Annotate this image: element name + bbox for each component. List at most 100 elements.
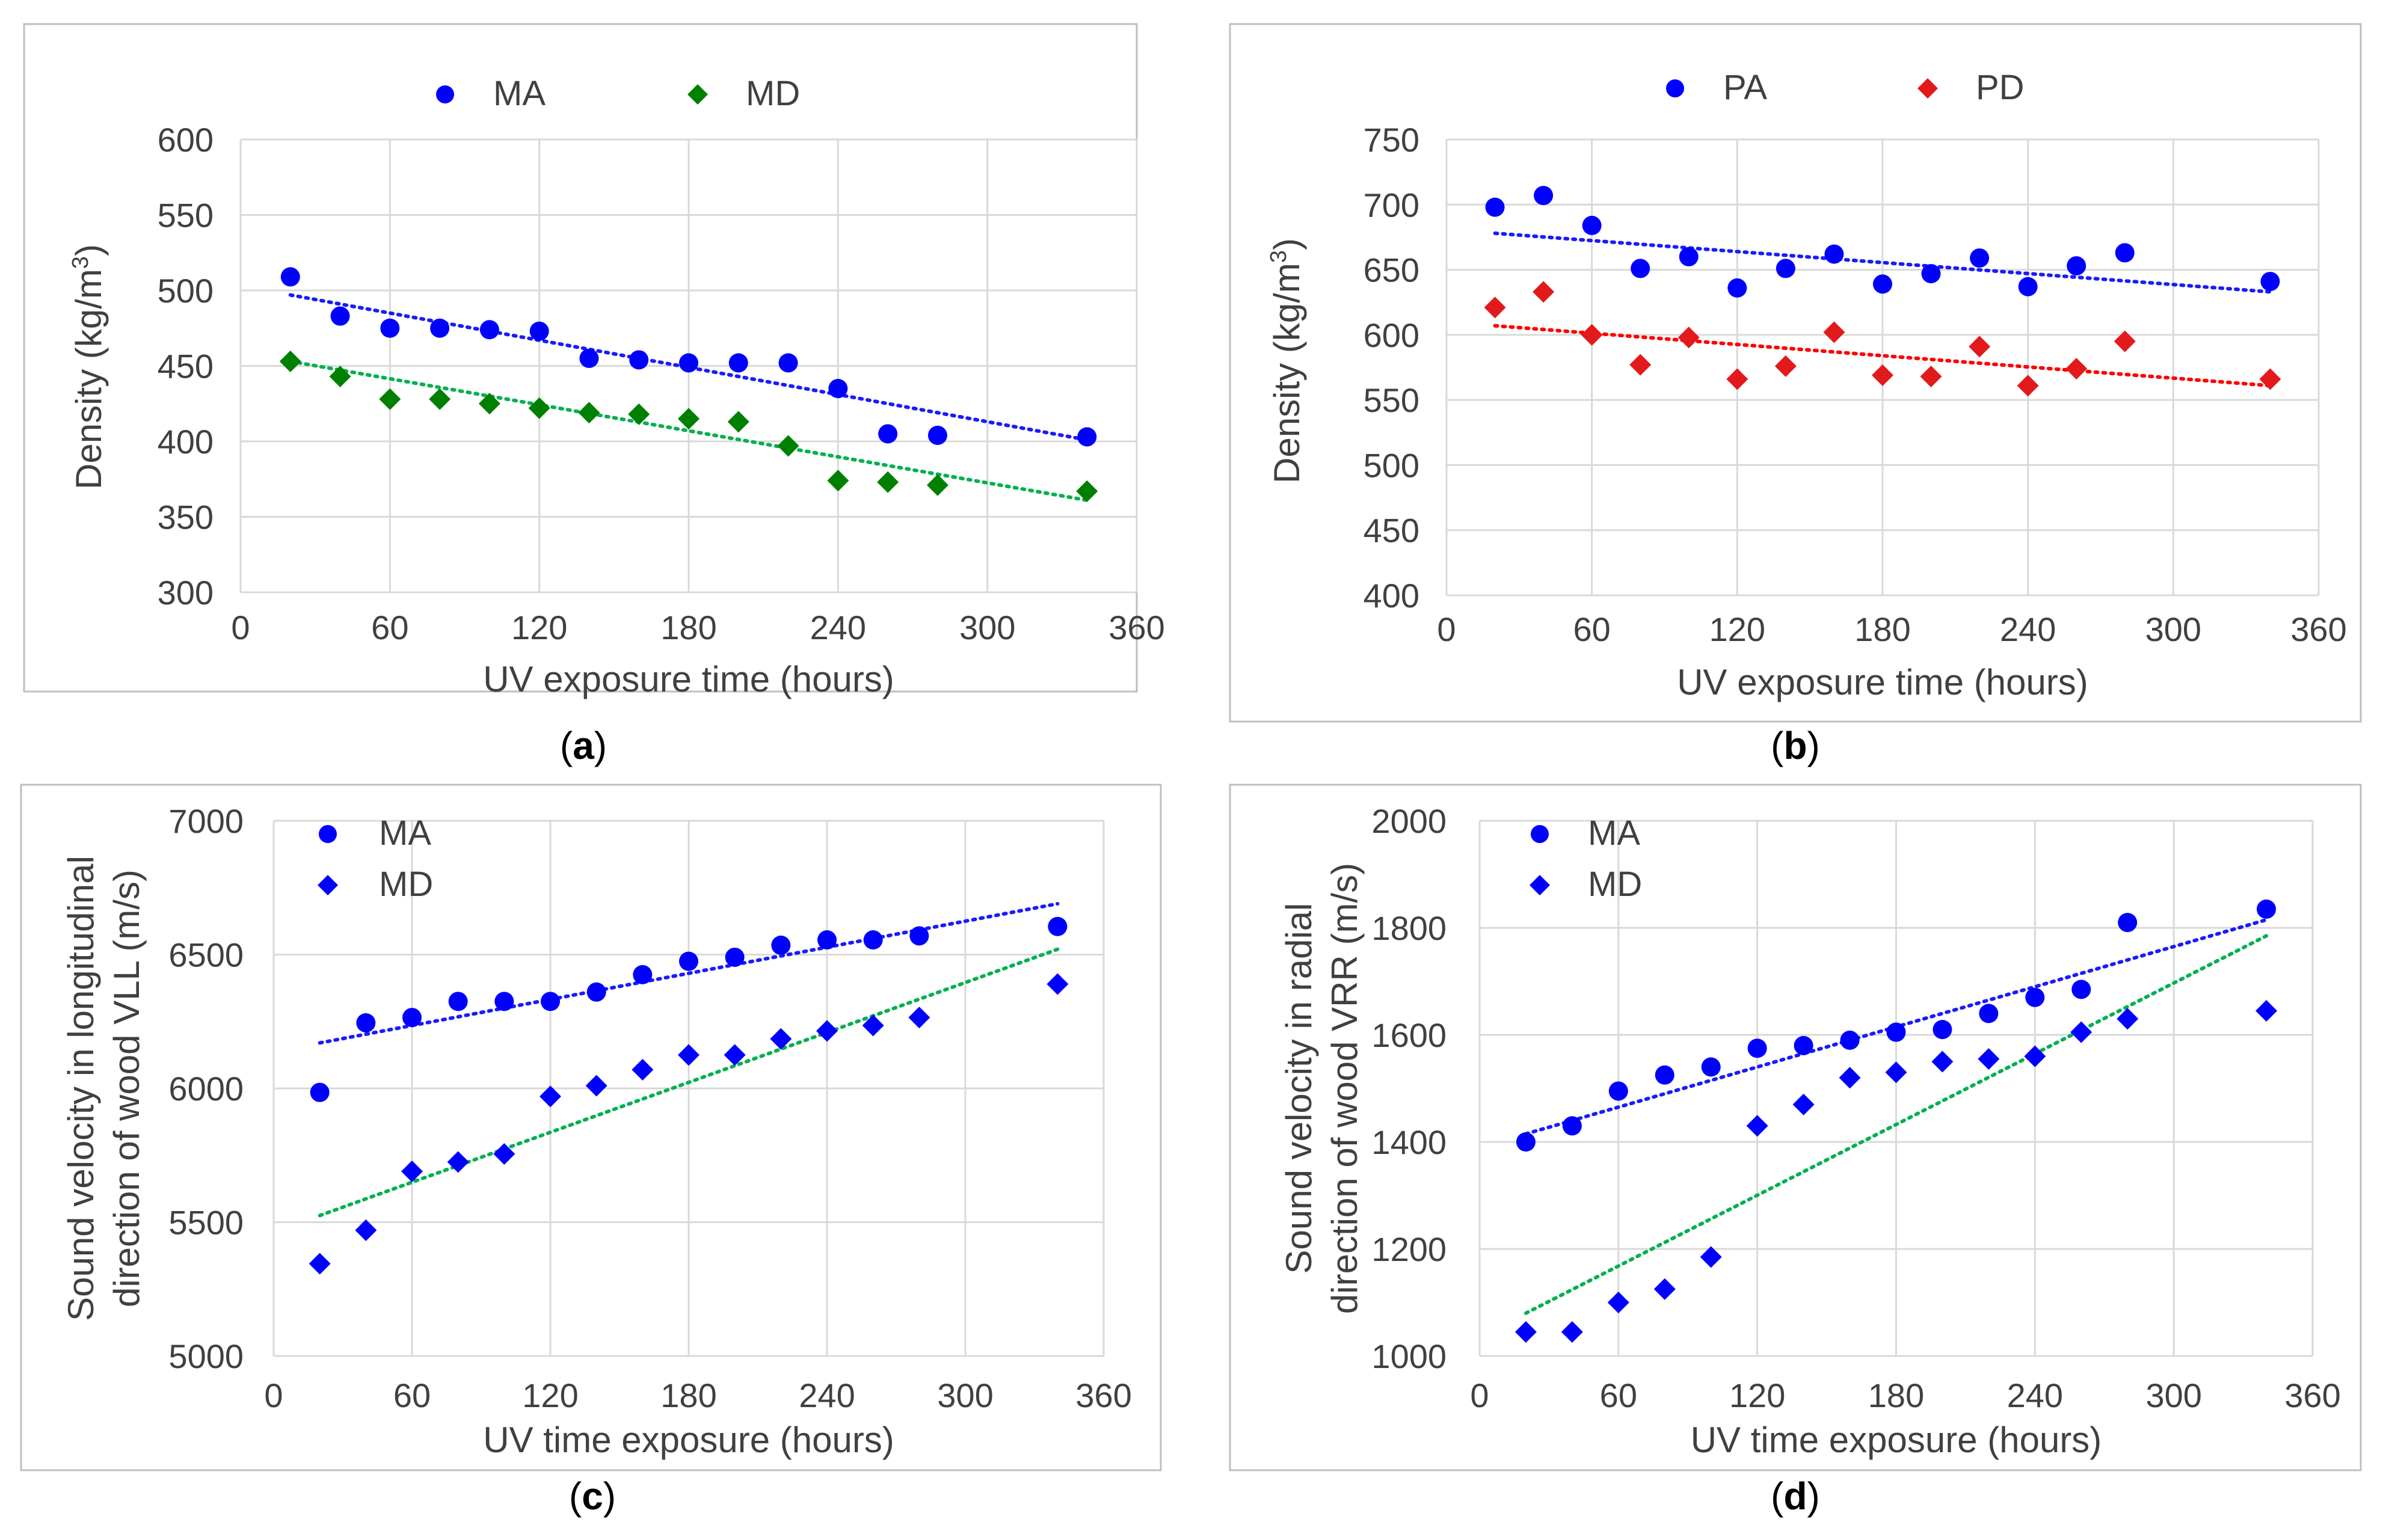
data-point-pd [1823, 321, 1845, 343]
x-tick-label: 60 [1600, 1376, 1637, 1414]
series-md [309, 947, 1069, 1275]
y-tick-label: 400 [1364, 577, 1419, 615]
y-tick-label: 500 [158, 272, 214, 310]
y-tick-label: 1600 [1371, 1016, 1447, 1054]
data-point-ma [1840, 1030, 1860, 1050]
data-point-ma [586, 982, 606, 1002]
panel-caption: (d) [1771, 1474, 1820, 1518]
legend-item-md: MD [318, 865, 433, 904]
data-point-md [628, 403, 650, 425]
data-point-ma [1655, 1065, 1674, 1085]
chart-panel-b: 400 450 500 550 600 650 700 750 0 60 120 180 240 300 3… [1229, 23, 2362, 767]
y-tick-label: 6500 [168, 936, 244, 974]
x-tick-label: 240 [2000, 610, 2056, 648]
data-point-pa [1921, 264, 1941, 284]
x-tick-label: 0 [231, 609, 250, 646]
data-point-ma [402, 1008, 422, 1028]
x-axis-label: UV time exposure (hours) [1691, 1420, 2102, 1460]
y-tick-label: 6000 [168, 1070, 244, 1108]
y-tick-label: 5000 [168, 1337, 244, 1375]
trendline-pa [1493, 231, 2272, 294]
y-tick-label: 700 [1364, 186, 1419, 224]
series-pd [1484, 281, 2281, 397]
data-point-pd [1484, 296, 1506, 319]
legend-label: MA [379, 814, 431, 853]
data-point-ma [579, 348, 599, 368]
y-axis-label: Density (kg/m3) [68, 244, 109, 489]
data-point-md [1607, 1292, 1629, 1313]
legend-item-ma: MA [319, 814, 431, 853]
data-point-md [827, 470, 849, 492]
y-tick-label: 750 [1364, 121, 1419, 159]
y-tick-label: 600 [1364, 316, 1419, 354]
y-axis-label: Sound velocity in longitudinal direction … [61, 856, 147, 1321]
data-point-pd [1533, 281, 1555, 303]
legend-marker-diamond [1530, 875, 1550, 895]
data-point-md [678, 1044, 700, 1066]
series-pa [1485, 186, 2280, 298]
legend-item-ma: MA [1531, 814, 1640, 853]
y-axis-label-superscript: 3 [1266, 250, 1291, 263]
data-point-ma [330, 306, 350, 326]
data-point-md [1885, 1061, 1907, 1084]
legend-label: MD [746, 74, 800, 113]
data-point-md [1514, 1321, 1537, 1343]
x-tick-label: 180 [660, 1376, 716, 1414]
x-tick-label: 300 [959, 609, 1015, 646]
data-point-md [862, 1014, 884, 1037]
data-point-pa [1679, 247, 1699, 266]
data-point-ma [1608, 1081, 1628, 1101]
y-tick-label: 1800 [1371, 909, 1447, 947]
y-tick-label: 300 [158, 574, 214, 612]
data-point-pa [1824, 244, 1844, 264]
data-point-ma [541, 992, 560, 1011]
legend-item-pa: PA [1666, 68, 1767, 107]
data-point-ma [479, 320, 499, 340]
data-point-md [1978, 1048, 2000, 1070]
data-point-md [279, 350, 301, 372]
legend-label: MA [1588, 814, 1640, 853]
data-point-ma [430, 318, 450, 338]
data-point-md [1561, 1321, 1583, 1343]
data-point-ma [494, 992, 514, 1011]
data-point-pa [2260, 272, 2280, 292]
data-point-md [585, 1075, 607, 1097]
y-tick-label: 1200 [1371, 1230, 1447, 1268]
data-point-pa [1534, 186, 1554, 206]
data-point-pa [1776, 259, 1795, 278]
data-point-ma [448, 992, 468, 1011]
x-tick-label: 360 [1075, 1376, 1131, 1414]
data-point-ma [1516, 1132, 1536, 1152]
x-tick-label: 60 [1573, 610, 1611, 648]
legend-label: PA [1723, 68, 1767, 107]
y-tick-label: 400 [158, 423, 214, 461]
y-axis-label-main: Density (kg/m [1267, 263, 1307, 483]
data-point-ma [817, 930, 837, 950]
y-tick-label: 2000 [1371, 802, 1447, 840]
data-point-md [2024, 1045, 2046, 1067]
x-tick-label: 60 [393, 1376, 431, 1414]
chart-panel-d: 1000 1200 1400 1600 1800 2000 0 60 120 180 240 300 3… [1229, 784, 2362, 1518]
data-point-ma [1794, 1035, 1813, 1055]
caption-open-paren: ( [569, 1474, 582, 1518]
x-tick-label: 180 [1854, 610, 1910, 648]
data-point-md [478, 393, 500, 415]
caption-close-paren: ) [1807, 1474, 1820, 1518]
x-tick-label: 360 [1108, 609, 1164, 646]
data-point-ma [909, 926, 929, 946]
y-tick-label: 450 [158, 348, 214, 385]
caption-letter: c [582, 1474, 603, 1518]
data-point-pa [1727, 278, 1747, 298]
x-tick-label: 300 [937, 1376, 993, 1414]
legend-label: MA [493, 74, 546, 113]
data-point-md [1653, 1278, 1676, 1300]
data-point-md [528, 397, 550, 419]
data-point-ma [2071, 980, 2091, 999]
data-point-md [678, 408, 700, 430]
data-point-md [770, 1028, 792, 1050]
data-point-md [540, 1085, 561, 1108]
trendline-pd [1493, 324, 2272, 388]
legend-marker-circle [436, 85, 454, 103]
panel-caption: (b) [1771, 724, 1820, 767]
